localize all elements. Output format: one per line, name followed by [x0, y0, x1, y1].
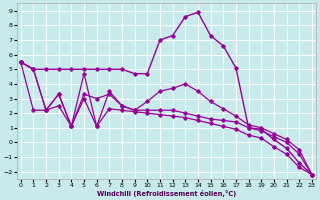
X-axis label: Windchill (Refroidissement éolien,°C): Windchill (Refroidissement éolien,°C)	[97, 190, 236, 197]
